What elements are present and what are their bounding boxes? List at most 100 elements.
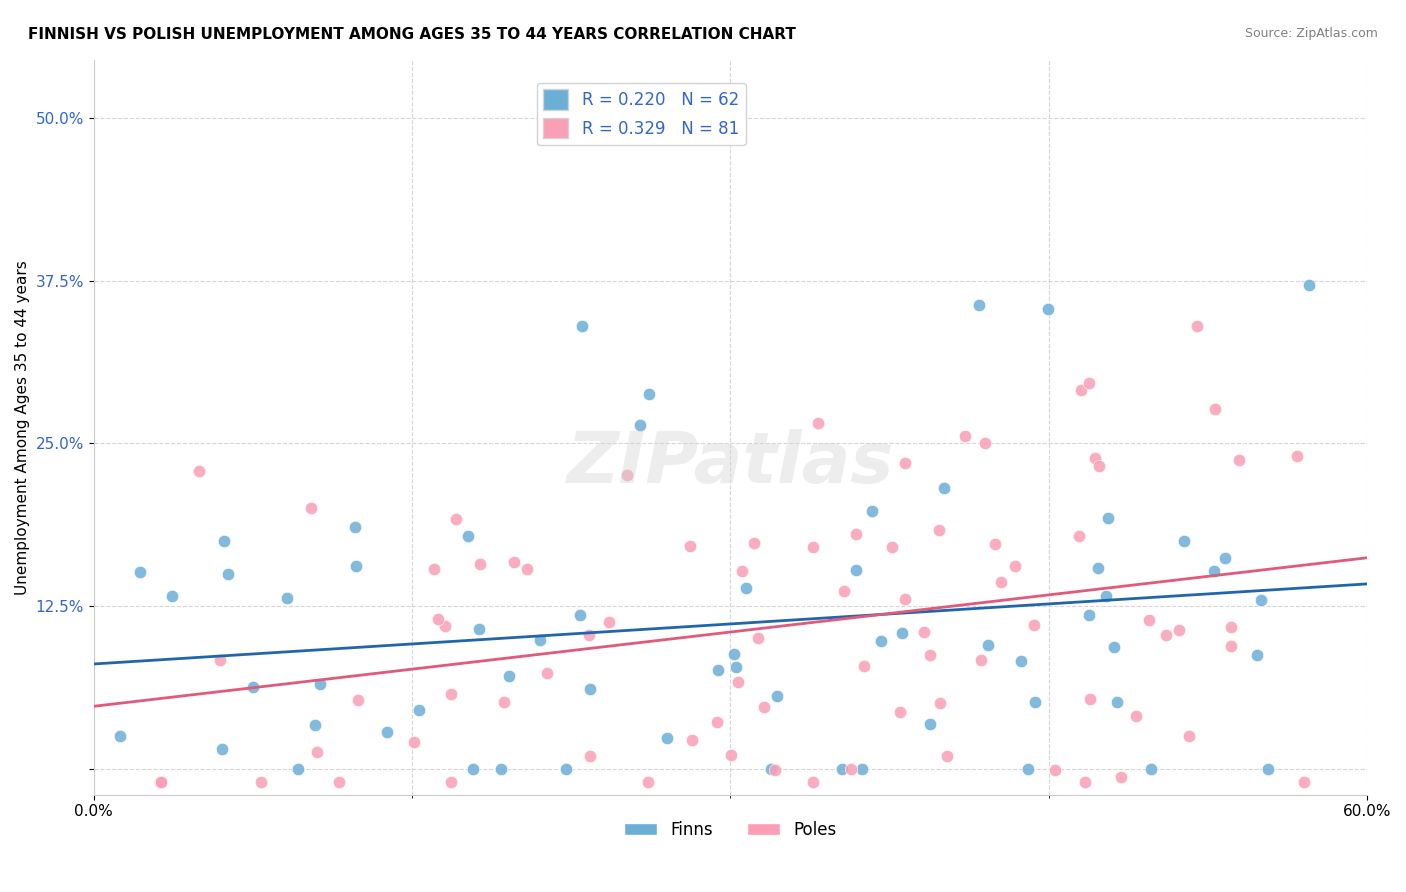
- Point: [707, 663, 730, 677]
- Point: [375, 724, 398, 739]
- Point: [1250, 592, 1272, 607]
- Point: [967, 298, 990, 312]
- Point: [555, 762, 578, 776]
- Point: [990, 574, 1012, 589]
- Point: [492, 695, 515, 709]
- Point: [912, 625, 935, 640]
- Point: [536, 666, 558, 681]
- Point: [242, 680, 264, 694]
- Point: [655, 731, 678, 746]
- Point: [1227, 452, 1250, 467]
- Point: [498, 669, 520, 683]
- Point: [461, 762, 484, 776]
- Point: [766, 690, 789, 704]
- Point: [928, 523, 950, 537]
- Point: [1074, 774, 1097, 789]
- Point: [870, 633, 893, 648]
- Point: [328, 774, 350, 789]
- Point: [734, 581, 756, 595]
- Point: [214, 534, 236, 549]
- Point: [568, 607, 591, 622]
- Point: [423, 561, 446, 575]
- Point: [731, 565, 754, 579]
- Point: [150, 774, 173, 789]
- Point: [955, 429, 977, 443]
- Point: [571, 319, 593, 334]
- Point: [209, 653, 232, 667]
- Point: [1137, 613, 1160, 627]
- Point: [598, 615, 620, 630]
- Point: [724, 660, 747, 674]
- Point: [1220, 639, 1243, 653]
- Point: [839, 762, 862, 776]
- Point: [404, 735, 426, 749]
- Point: [343, 520, 366, 534]
- Point: [860, 504, 883, 518]
- Point: [747, 631, 769, 645]
- Point: [1202, 564, 1225, 578]
- Point: [276, 591, 298, 605]
- Point: [1125, 709, 1147, 723]
- Point: [149, 774, 172, 789]
- Point: [129, 566, 152, 580]
- Point: [1004, 558, 1026, 573]
- Point: [1024, 695, 1046, 709]
- Point: [188, 464, 211, 478]
- Point: [108, 730, 131, 744]
- Point: [880, 540, 903, 554]
- Point: [440, 687, 463, 701]
- Text: FINNISH VS POLISH UNEMPLOYMENT AMONG AGES 35 TO 44 YEARS CORRELATION CHART: FINNISH VS POLISH UNEMPLOYMENT AMONG AGE…: [28, 27, 796, 42]
- Point: [932, 482, 955, 496]
- Point: [1088, 458, 1111, 473]
- Text: Source: ZipAtlas.com: Source: ZipAtlas.com: [1244, 27, 1378, 40]
- Point: [578, 681, 600, 696]
- Point: [433, 618, 456, 632]
- Point: [1154, 628, 1177, 642]
- Point: [578, 628, 600, 642]
- Point: [457, 528, 479, 542]
- Point: [851, 762, 873, 776]
- Point: [742, 535, 765, 549]
- Point: [489, 762, 512, 776]
- Point: [807, 416, 830, 430]
- Point: [1168, 623, 1191, 637]
- Point: [852, 658, 875, 673]
- Point: [211, 742, 233, 756]
- Point: [984, 537, 1007, 551]
- Point: [638, 387, 661, 401]
- Point: [1298, 278, 1320, 293]
- Point: [723, 648, 745, 662]
- Point: [720, 748, 742, 763]
- Point: [973, 436, 995, 450]
- Point: [1177, 729, 1199, 743]
- Point: [1213, 550, 1236, 565]
- Point: [470, 557, 492, 571]
- Point: [935, 749, 957, 764]
- Point: [467, 622, 489, 636]
- Point: [1017, 762, 1039, 776]
- Point: [845, 563, 868, 577]
- Point: [1286, 449, 1309, 463]
- Point: [1111, 770, 1133, 784]
- Point: [1185, 319, 1208, 334]
- Text: ZIPatlas: ZIPatlas: [567, 429, 894, 499]
- Point: [1036, 301, 1059, 316]
- Point: [444, 512, 467, 526]
- Point: [426, 612, 449, 626]
- Point: [628, 418, 651, 433]
- Point: [1204, 401, 1226, 416]
- Point: [149, 774, 172, 789]
- Point: [637, 774, 659, 789]
- Point: [801, 774, 824, 789]
- Point: [1097, 510, 1119, 524]
- Point: [1010, 654, 1032, 668]
- Point: [832, 584, 855, 599]
- Point: [579, 748, 602, 763]
- Point: [920, 716, 942, 731]
- Point: [727, 674, 749, 689]
- Point: [1292, 774, 1315, 789]
- Point: [831, 762, 853, 776]
- Point: [307, 745, 329, 759]
- Point: [217, 566, 239, 581]
- Point: [1107, 695, 1129, 709]
